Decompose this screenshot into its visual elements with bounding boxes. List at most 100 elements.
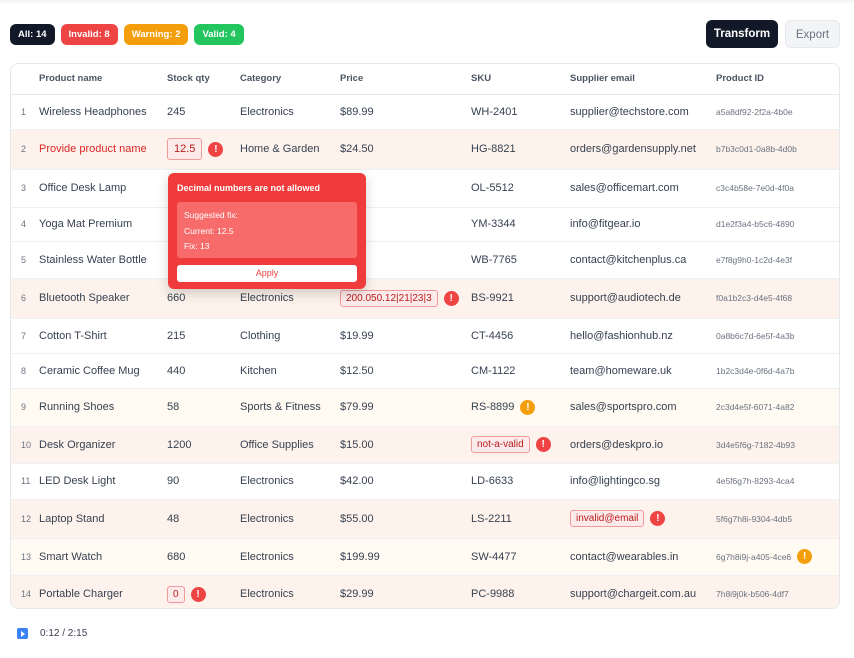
invalid-value[interactable]: invalid@email (570, 510, 645, 527)
cell-category[interactable]: Home & Garden (240, 129, 340, 170)
cell-n[interactable]: 1 (11, 94, 39, 130)
cell-email[interactable]: info@fitgear.io (570, 207, 716, 242)
cell-pid[interactable]: 3d4e5f6g-7182-4b93 (716, 426, 839, 464)
cell-name[interactable]: Cotton T-Shirt (39, 318, 167, 354)
cell-n[interactable]: 7 (11, 318, 39, 354)
cell-stock[interactable]: 680 (167, 538, 240, 576)
cell-sku[interactable]: RS-8899! (471, 388, 570, 427)
export-button[interactable]: Export (785, 20, 840, 48)
cell-email[interactable]: supplier@techstore.com (570, 94, 716, 130)
cell-pid[interactable]: 4e5f6g7h-8293-4ca4 (716, 463, 839, 500)
cell-name[interactable]: Ceramic Coffee Mug (39, 353, 167, 389)
cell-stock[interactable]: 90 (167, 463, 240, 500)
cell-email[interactable]: orders@gardensupply.net (570, 129, 716, 170)
cell-category[interactable]: Electronics (240, 575, 340, 608)
cell-name[interactable]: Wireless Headphones (39, 94, 167, 130)
cell-price[interactable]: $24.50 (340, 129, 471, 170)
cell-sku[interactable]: OL-5512 (471, 169, 570, 208)
column-header[interactable]: Category (240, 64, 340, 95)
table-row[interactable]: 12 Laptop Stand 48 Electronics $55.00 LS-2211… (11, 499, 839, 539)
cell-pid[interactable]: 0a8b6c7d-6e5f-4a3b (716, 318, 839, 354)
cell-pid[interactable]: b7b3c0d1-0a8b-4d0b (716, 129, 839, 170)
cell-category[interactable]: Electronics (240, 463, 340, 500)
cell-sku[interactable]: BS-9921 (471, 278, 570, 319)
cell-price[interactable]: $12.50 (340, 353, 471, 389)
table-row[interactable]: 1 Wireless Headphones 245 Electronics $89.99… (11, 94, 839, 130)
filter-invalid-pill[interactable]: Invalid: 8 (60, 24, 118, 45)
cell-sku[interactable]: YM-3344 (471, 207, 570, 242)
cell-stock[interactable]: 245 (167, 94, 240, 130)
cell-price[interactable]: $89.99 (340, 94, 471, 130)
cell-price[interactable]: $15.00 (340, 426, 471, 464)
invalid-value[interactable]: not-a-valid (471, 436, 530, 453)
table-row[interactable]: 7 Cotton T-Shirt 215 Clothing $19.99 CT-4456 h… (11, 318, 839, 354)
cell-sku[interactable]: WB-7765 (471, 241, 570, 279)
invalid-value-wrap[interactable]: invalid@email! (570, 510, 666, 527)
cell-stock[interactable]: 1200 (167, 426, 240, 464)
cell-email[interactable]: sales@sportspro.com (570, 388, 716, 427)
apply-button[interactable]: Apply (177, 265, 357, 282)
cell-price[interactable]: $42.00 (340, 463, 471, 500)
cell-category[interactable]: Sports & Fitness (240, 388, 340, 427)
error-icon[interactable]: ! (535, 437, 551, 452)
column-header[interactable]: Price (340, 64, 471, 95)
cell-name[interactable]: Laptop Stand (39, 499, 167, 539)
table-row[interactable]: 9 Running Shoes 58 Sports & Fitness $79.99 RS… (11, 388, 839, 427)
cell-pid[interactable]: 6g7h8i9j-a405-4ce6! (716, 538, 839, 576)
cell-pid[interactable]: f0a1b2c3-d4e5-4f68 (716, 278, 839, 319)
cell-n[interactable]: 4 (11, 207, 39, 242)
column-header[interactable]: Stock qty (167, 64, 240, 95)
table-row[interactable]: 8 Ceramic Coffee Mug 440 Kitchen $12.50 CM-11… (11, 353, 839, 389)
cell-sku[interactable]: CT-4456 (471, 318, 570, 354)
cell-email[interactable]: support@chargeit.com.au (570, 575, 716, 608)
cell-sku[interactable]: PC-9988 (471, 575, 570, 608)
table-row[interactable]: 6 Bluetooth Speaker 660 Electronics 200.050.… (11, 278, 839, 319)
error-icon[interactable]: ! (208, 141, 224, 157)
cell-name[interactable]: Desk Organizer (39, 426, 167, 464)
cell-name[interactable]: LED Desk Light (39, 463, 167, 500)
cell-sku[interactable]: HG-8821 (471, 129, 570, 170)
error-icon[interactable]: ! (190, 586, 206, 602)
cell-name[interactable]: Portable Charger (39, 575, 167, 608)
cell-pid[interactable]: d1e2f3a4-b5c6-4890 (716, 207, 839, 242)
cell-n[interactable]: 10 (11, 426, 39, 464)
transform-button[interactable]: Transform (706, 20, 778, 48)
filter-warning-pill[interactable]: Warning: 2 (123, 24, 189, 45)
cell-email[interactable]: sales@officemart.com (570, 169, 716, 208)
cell-stock[interactable]: 12.5! (167, 129, 240, 170)
invalid-value[interactable]: 12.5 (167, 138, 203, 160)
cell-n[interactable]: 2 (11, 129, 39, 170)
cell-category[interactable]: Electronics (240, 538, 340, 576)
cell-n[interactable]: 13 (11, 538, 39, 576)
cell-category[interactable]: Electronics (240, 499, 340, 539)
cell-sku[interactable]: not-a-valid! (471, 426, 570, 464)
cell-email[interactable]: support@audiotech.de (570, 278, 716, 319)
cell-category[interactable]: Clothing (240, 318, 340, 354)
column-header[interactable]: Supplier email (570, 64, 716, 95)
cell-n[interactable]: 12 (11, 499, 39, 539)
cell-sku[interactable]: SW-4477 (471, 538, 570, 576)
cell-category[interactable]: Kitchen (240, 353, 340, 389)
warning-value-wrap[interactable]: 6g7h8i9j-a405-4ce6! (716, 549, 813, 564)
cell-name[interactable]: Bluetooth Speaker (39, 278, 167, 319)
cell-n[interactable]: 14 (11, 575, 39, 608)
warning-value-wrap[interactable]: RS-8899! (471, 399, 536, 415)
invalid-value-wrap[interactable]: not-a-valid! (471, 436, 551, 453)
cell-pid[interactable]: e7f8g9h0-1c2d-4e3f (716, 241, 839, 279)
cell-price[interactable]: $19.99 (340, 318, 471, 354)
cell-name[interactable]: Office Desk Lamp (39, 169, 167, 208)
filter-valid-pill[interactable]: Valid: 4 (194, 24, 244, 45)
cell-sku[interactable]: LD-6633 (471, 463, 570, 500)
column-header[interactable]: SKU (471, 64, 570, 95)
table-row[interactable]: 2 Provide product name 12.5! Home & Garden $… (11, 129, 839, 170)
error-icon[interactable]: ! (650, 511, 666, 526)
cell-n[interactable]: 8 (11, 353, 39, 389)
cell-email[interactable]: orders@deskpro.io (570, 426, 716, 464)
cell-name[interactable]: Stainless Water Bottle (39, 241, 167, 279)
play-icon[interactable] (17, 628, 28, 639)
column-header[interactable]: Product ID (716, 64, 839, 95)
cell-pid[interactable]: 7h8i9j0k-b506-4df7 (716, 575, 839, 608)
cell-price[interactable]: $79.99 (340, 388, 471, 427)
cell-name[interactable]: Yoga Mat Premium (39, 207, 167, 242)
